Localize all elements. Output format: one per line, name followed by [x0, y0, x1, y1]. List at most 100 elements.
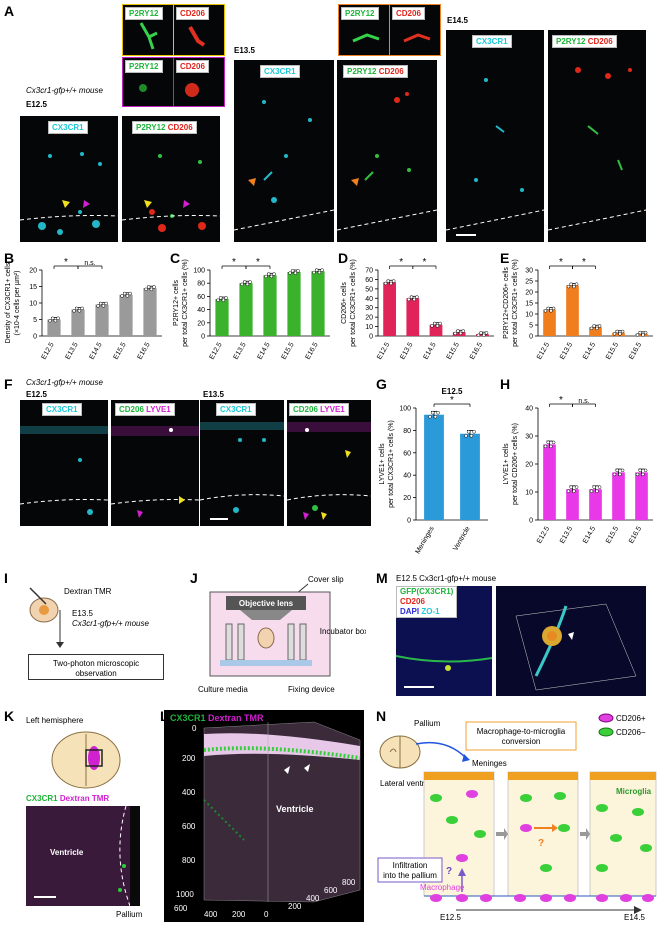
h-tick-label: 10	[525, 490, 533, 497]
a-e135-label: E13.5	[234, 46, 255, 55]
e-bar	[589, 327, 602, 336]
h-significance: n.s.	[578, 398, 589, 405]
j-cover-label: Cover slip	[308, 575, 344, 584]
h-tick-label: 0	[529, 518, 533, 525]
b-category-label: E14.5	[89, 341, 104, 360]
c-category-label: E14.5	[257, 341, 272, 360]
n-macrophage: Macrophage	[420, 883, 465, 892]
a-e145-cx3cr1-image: CX3CR1	[446, 30, 544, 242]
f-e135-label: E13.5	[203, 390, 224, 399]
i-box-line2: observation	[75, 669, 117, 678]
e-ylabel: P2RY12+CD206+ cells	[503, 267, 510, 339]
k-image: Ventricle	[26, 806, 140, 906]
d-bar	[406, 298, 420, 336]
scale-bar	[210, 518, 228, 520]
b-category-label: E15.5	[113, 341, 128, 360]
f-e135-cd206-lyve1-image: CD206 LYVE1	[287, 400, 371, 526]
panel-label-h: H	[500, 376, 511, 392]
g-tick-label: 80	[403, 428, 411, 435]
l-y-200: 200	[288, 902, 302, 911]
b-bar	[95, 304, 109, 336]
d-ylabel: CD206+ cells	[341, 282, 348, 324]
d-category-label: E13.5	[399, 341, 414, 360]
l-y-800: 800	[342, 878, 356, 887]
h-bar	[566, 489, 579, 520]
d-tick-label: 20	[365, 315, 373, 322]
l-z-400: 400	[182, 788, 196, 797]
n-infil1: Infiltration	[393, 861, 428, 870]
n-meninges: Meninges	[472, 759, 507, 768]
e-tick-label: 20	[525, 290, 533, 297]
channel-label-cx3cr1: CX3CR1	[260, 65, 300, 78]
h-tick-label: 30	[525, 434, 533, 441]
channel-label-cd206-lyve1: CD206 LYVE1	[115, 403, 175, 416]
l-x-0: 0	[264, 910, 269, 919]
e-tick-label: 25	[525, 279, 533, 286]
g-title: E12.5	[442, 387, 463, 396]
i-mouse-label: Cx3cr1-gfp+/+ mouse	[72, 619, 149, 628]
j-device-schematic: Cover slip Objective lens Incubator box …	[198, 575, 366, 694]
a-e125-label: E12.5	[26, 100, 47, 109]
h-tick-label: 20	[525, 462, 533, 469]
c-significance: *	[232, 257, 236, 268]
a-e135-p2ry12-cd206-image: P2RY12 CD206	[337, 60, 437, 242]
b-category-label: E16.5	[137, 341, 152, 360]
n-lv: Lateral ventricle	[380, 779, 437, 788]
n-infil2: into the pallium	[383, 871, 437, 880]
n-pallium: Pallium	[414, 719, 441, 728]
n-conv2: conversion	[502, 737, 541, 746]
c-tick-label: 20	[197, 320, 205, 327]
g-tick-label: 0	[407, 518, 411, 525]
e-significance: *	[582, 257, 586, 268]
cd206-neg-icon	[598, 727, 614, 737]
l-x-600: 600	[174, 904, 188, 913]
panel-label-k: K	[4, 708, 15, 724]
chart-d: CD206+ cells per total CX3CR1+ cells (%) 0…	[341, 257, 494, 361]
d-tick-label: 40	[365, 296, 373, 303]
b-tick-label: 10	[29, 301, 37, 308]
g-ylabel2: per total CX3CR1+ cells (%)	[388, 420, 395, 508]
a-e125-cx3cr1-image: CX3CR1	[20, 116, 118, 242]
i-schematic: Dextran TMR E13.5 Cx3cr1-gfp+/+ mouse	[29, 587, 149, 648]
c-bar	[287, 271, 301, 336]
e-category-label: E14.5	[582, 341, 597, 360]
d-ylabel2: per total CX3CR1+ cells (%)	[350, 259, 357, 347]
g-bar	[424, 414, 444, 520]
e-category-label: E16.5	[628, 341, 643, 360]
f-e135-cx3cr1-image: CX3CR1	[200, 400, 284, 526]
n-conv1: Macrophage-to-microglia	[477, 727, 566, 736]
l-z-800: 800	[182, 856, 196, 865]
channel-label-cx3cr1: CX3CR1	[216, 403, 256, 416]
l-y-400: 400	[306, 894, 320, 903]
panel-label-g: G	[376, 376, 387, 392]
a-e135-cx3cr1-image: CX3CR1	[234, 60, 334, 242]
chart-h: LYVE1+ cells per total CD206+ cells (%) 0 1…	[503, 395, 653, 545]
b-bar	[71, 309, 85, 336]
d-category-label: E16.5	[469, 341, 484, 360]
b-tick-label: 15	[29, 284, 37, 291]
n-question-2: ?	[538, 838, 544, 849]
c-bar	[311, 271, 325, 336]
e-category-label: E15.5	[605, 341, 620, 360]
m-title: E12.5 Cx3cr1-gfp+/+ mouse	[396, 574, 497, 583]
objective-lens-icon	[226, 596, 306, 610]
e-category-label: E13.5	[559, 341, 574, 360]
c-ylabel2: per total CX3CR1+ cells (%)	[182, 259, 189, 347]
c-bar	[239, 283, 253, 336]
b-tick-label: 5	[33, 317, 37, 324]
c-significance: *	[256, 257, 260, 268]
inset-cd206-1: CD206	[173, 4, 225, 56]
scale-bar	[404, 686, 434, 688]
e-tick-label: 5	[529, 323, 533, 330]
d-tick-label: 30	[365, 305, 373, 312]
k-pallium-label: Pallium	[116, 910, 143, 919]
m-legend: GFP(CX3CR1) CD206 DAPI ZO-1	[396, 586, 458, 618]
h-ylabel: LYVE1+ cells	[503, 443, 510, 485]
e-tick-label: 30	[525, 268, 533, 275]
d-tick-label: 70	[365, 268, 373, 275]
l-z-600: 600	[182, 822, 196, 831]
f-e125-cd206-lyve1-image: CD206 LYVE1	[111, 400, 199, 526]
l-z-1000: 1000	[176, 890, 194, 899]
panel-label-e: E	[500, 250, 510, 266]
n-question-1: ?	[446, 866, 452, 877]
